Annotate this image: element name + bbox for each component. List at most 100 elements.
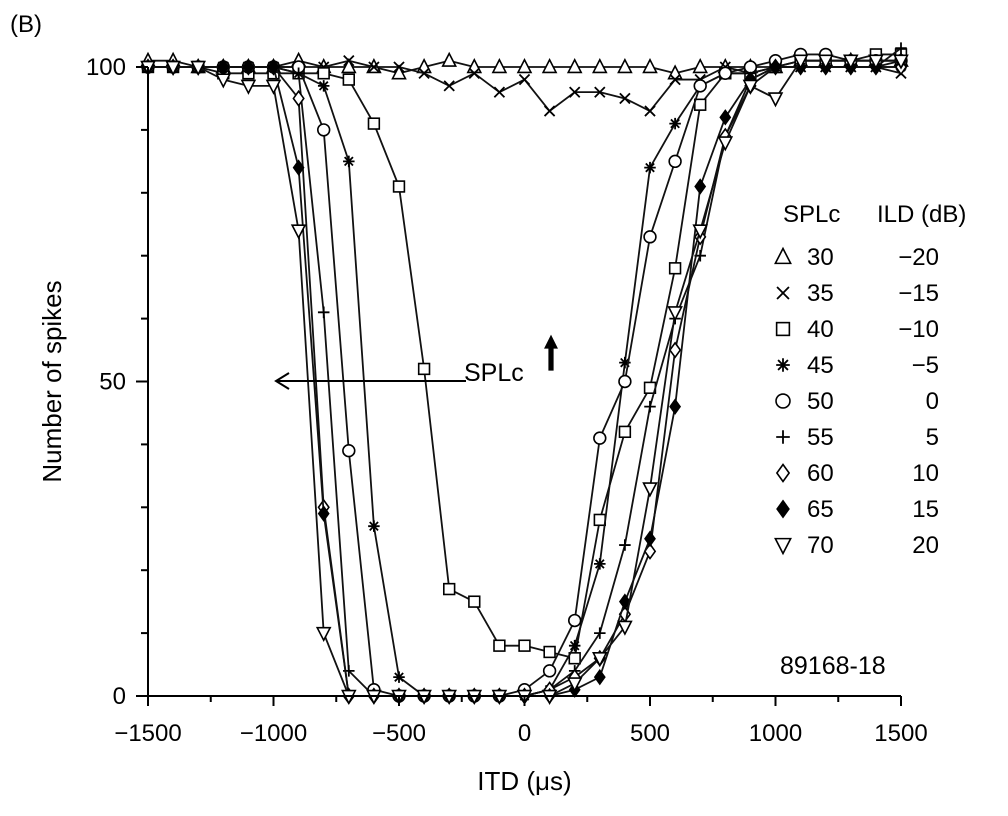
axes-layer: −1500 −1000 −500 0 500 1000 1500 0 50 100 ITD (μs)… (37, 54, 928, 796)
series-line (147, 59, 902, 697)
data-point (392, 180, 406, 193)
data-point (566, 58, 583, 74)
data-point (290, 224, 307, 240)
up-arrow-icon (544, 334, 558, 371)
series-line (147, 59, 902, 697)
data-point (265, 79, 282, 95)
series-3 (141, 48, 908, 665)
data-point (491, 58, 508, 74)
series-line (147, 53, 902, 697)
data-point (391, 64, 407, 80)
legend-marker (775, 321, 791, 337)
data-point (165, 60, 181, 76)
legend-item: 45 −5 (776, 352, 939, 379)
data-point (619, 356, 631, 369)
data-point (568, 652, 581, 665)
data-point (341, 58, 357, 74)
data-point (543, 645, 556, 659)
legend-ild-value: −5 (912, 352, 939, 379)
data-point (694, 178, 707, 195)
series-4 (142, 61, 907, 702)
data-point (644, 105, 656, 117)
legend-spl-value: 35 (807, 280, 834, 307)
x-tick-label: 0 (518, 720, 531, 747)
data-point (592, 58, 608, 74)
data-point (292, 89, 305, 108)
data-point (643, 230, 657, 244)
legend-marker (776, 358, 790, 372)
data-point (669, 73, 681, 86)
series-9 (140, 54, 909, 705)
legend-header-spl: SPLc (783, 201, 840, 228)
data-point (843, 54, 859, 70)
figure-id-label: 89168-18 (780, 652, 886, 680)
data-point (644, 400, 656, 413)
data-point (315, 626, 332, 643)
data-point (767, 92, 784, 108)
legend-marker (775, 463, 791, 483)
data-point (542, 664, 557, 678)
legend-marker (776, 286, 790, 300)
legend-item: 70 20 (774, 532, 939, 559)
y-axis-label: Number of spikes (37, 280, 67, 482)
data-point (240, 79, 257, 95)
data-point (418, 67, 430, 79)
y-tick-label: 100 (86, 54, 126, 81)
data-point (669, 398, 682, 415)
data-point (618, 374, 632, 389)
data-point (566, 677, 583, 693)
legend-item: 60 10 (775, 460, 939, 487)
data-point (895, 42, 907, 54)
data-point (617, 620, 633, 636)
data-point (594, 86, 606, 98)
legend-item: 50 0 (775, 388, 939, 415)
data-point (718, 66, 733, 80)
data-point (644, 530, 656, 547)
data-point (393, 671, 405, 683)
legend-ild-value: −10 (898, 316, 939, 343)
data-point (668, 341, 682, 359)
data-point (644, 161, 656, 174)
data-point (693, 79, 707, 93)
data-point (518, 639, 531, 652)
data-point (468, 67, 480, 79)
data-point (593, 668, 606, 686)
data-point (493, 86, 506, 98)
x-tick-label: −500 (372, 720, 426, 747)
legend-marker (776, 499, 790, 519)
data-point (317, 505, 330, 522)
data-point (393, 61, 405, 73)
plot-layer (140, 42, 909, 705)
data-point (317, 67, 330, 80)
data-point (893, 54, 909, 70)
data-point (443, 80, 455, 92)
legend-spl-value: 30 (807, 244, 834, 271)
panel-label: (B) (10, 11, 42, 38)
series-line (147, 66, 902, 697)
data-point (618, 593, 631, 610)
legend-item: 65 15 (776, 496, 939, 523)
data-point (594, 558, 606, 570)
legend-marker (774, 537, 792, 556)
data-point (817, 54, 834, 70)
data-point (593, 513, 607, 527)
data-point (617, 58, 633, 74)
annotations: SPLc 89168-18 (274, 334, 886, 680)
legend-spl-value: 65 (807, 496, 834, 523)
data-point (342, 73, 355, 86)
legend-spl-value: 70 (807, 532, 834, 559)
legend-marker (776, 430, 790, 444)
spl-arrow-label: SPLc (464, 359, 524, 387)
data-point (668, 262, 682, 275)
data-point (792, 54, 809, 70)
data-point (692, 224, 708, 240)
data-point (669, 117, 681, 130)
data-point (292, 159, 305, 176)
spl-arrow-head-left (274, 372, 290, 390)
data-point (592, 652, 608, 668)
legend-spl-value: 45 (807, 352, 834, 379)
legend-ild-value: 0 (926, 388, 939, 415)
